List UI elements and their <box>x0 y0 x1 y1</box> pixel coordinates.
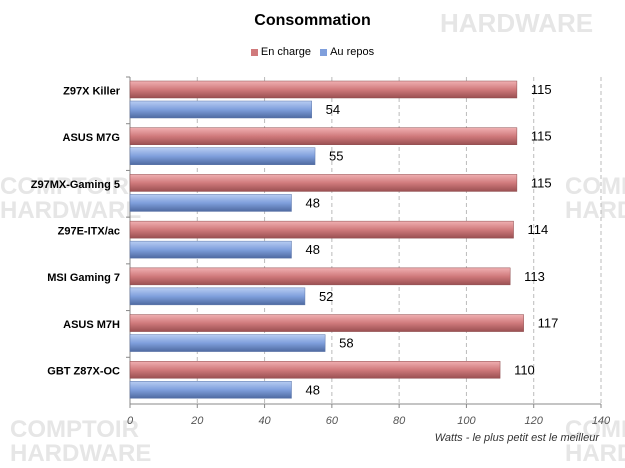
bar-au-repos <box>129 194 292 212</box>
x-tick-label: 40 <box>258 415 271 427</box>
bar-en-charge <box>129 361 501 379</box>
y-tick-label: Z97E-ITX/ac <box>58 226 120 238</box>
y-tick-label: GBT Z87X-OC <box>47 366 120 378</box>
legend-swatch <box>320 48 328 56</box>
watermark-logo: HARDWARE <box>440 8 594 38</box>
bar-au-repos <box>129 240 292 259</box>
y-tick-label: ASUS M7H <box>63 319 120 331</box>
x-axis-label: Watts - le plus petit est le meilleur <box>434 432 599 444</box>
y-tick-label: Z97X Killer <box>63 85 121 97</box>
data-label: 48 <box>305 242 319 257</box>
y-tick-label: ASUS M7G <box>63 132 120 144</box>
data-label: 113 <box>524 269 545 284</box>
y-tick-label: Z97MX-Gaming 5 <box>31 179 120 191</box>
x-tick-label: 60 <box>326 415 339 427</box>
bar-en-charge <box>129 80 518 99</box>
data-label: 52 <box>319 289 333 304</box>
data-label: 110 <box>514 362 535 377</box>
x-tick-label: 0 <box>127 415 134 427</box>
x-tick-label: 100 <box>457 415 476 427</box>
y-tick-label: MSI Gaming 7 <box>47 272 120 284</box>
data-label: 55 <box>329 149 343 164</box>
data-label: 48 <box>305 382 319 397</box>
bar-au-repos <box>129 381 292 399</box>
x-tick-label: 140 <box>592 415 611 427</box>
data-label: 58 <box>339 336 353 351</box>
data-label: 115 <box>531 175 552 190</box>
legend-swatch <box>250 48 258 56</box>
bar-en-charge <box>129 127 518 145</box>
bar-en-charge <box>129 314 524 332</box>
bar-en-charge <box>129 174 518 192</box>
bar-au-repos <box>129 100 312 119</box>
legend-item-au-repos: Au repos <box>320 46 374 58</box>
legend: En charge Au repos <box>0 46 625 58</box>
bar-au-repos <box>129 334 326 352</box>
bar-au-repos <box>129 147 316 165</box>
data-label: 115 <box>531 82 552 97</box>
bar-en-charge <box>129 267 511 286</box>
x-tick-label: 80 <box>393 415 406 427</box>
data-label: 115 <box>531 129 552 144</box>
chart-title: Consommation <box>254 12 371 29</box>
legend-item-en-charge: En charge <box>250 46 312 58</box>
x-tick-label: 20 <box>190 415 204 427</box>
bar-en-charge <box>129 220 514 239</box>
bar-au-repos <box>129 287 306 306</box>
data-label: 54 <box>326 102 340 117</box>
x-tick-label: 120 <box>525 415 544 427</box>
legend-label: En charge <box>260 46 312 58</box>
data-label: 48 <box>305 195 319 210</box>
legend-label: Au repos <box>330 46 375 58</box>
data-label: 114 <box>528 222 549 237</box>
data-label: 117 <box>538 316 559 331</box>
